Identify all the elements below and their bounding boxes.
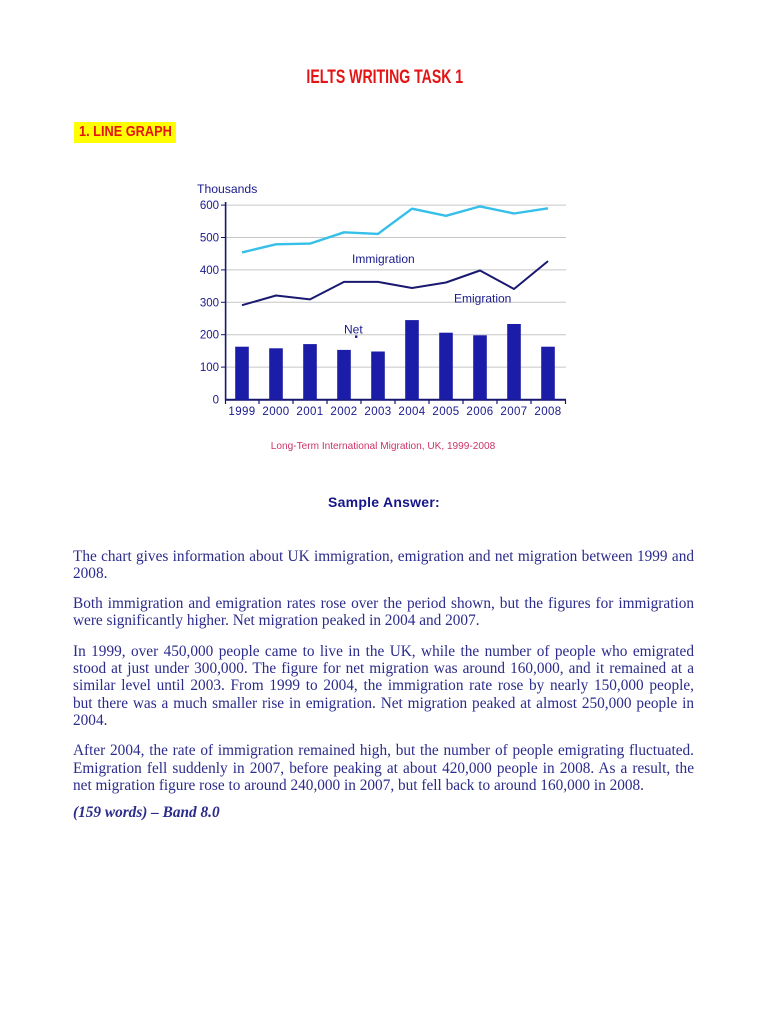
- svg-text:Net: Net: [344, 323, 363, 337]
- svg-text:2000: 2000: [262, 406, 289, 418]
- svg-text:2005: 2005: [432, 406, 459, 418]
- svg-text:600: 600: [200, 200, 219, 212]
- svg-text:2007: 2007: [500, 406, 527, 418]
- svg-text:2008: 2008: [534, 406, 561, 418]
- svg-text:500: 500: [200, 233, 219, 245]
- svg-text:200: 200: [200, 330, 219, 342]
- svg-text:2004: 2004: [398, 406, 425, 418]
- svg-text:2002: 2002: [330, 406, 357, 418]
- svg-text:Immigration: Immigration: [352, 252, 415, 266]
- svg-text:100: 100: [200, 362, 219, 374]
- svg-text:300: 300: [200, 297, 219, 309]
- svg-text:2001: 2001: [296, 406, 323, 418]
- svg-text:2003: 2003: [364, 406, 391, 418]
- svg-text:Thousands: Thousands: [197, 182, 257, 196]
- svg-text:Emigration: Emigration: [454, 292, 511, 306]
- svg-text:2006: 2006: [466, 406, 493, 418]
- svg-text:1999: 1999: [228, 406, 255, 418]
- svg-text:400: 400: [200, 265, 219, 277]
- svg-text:0: 0: [213, 395, 219, 407]
